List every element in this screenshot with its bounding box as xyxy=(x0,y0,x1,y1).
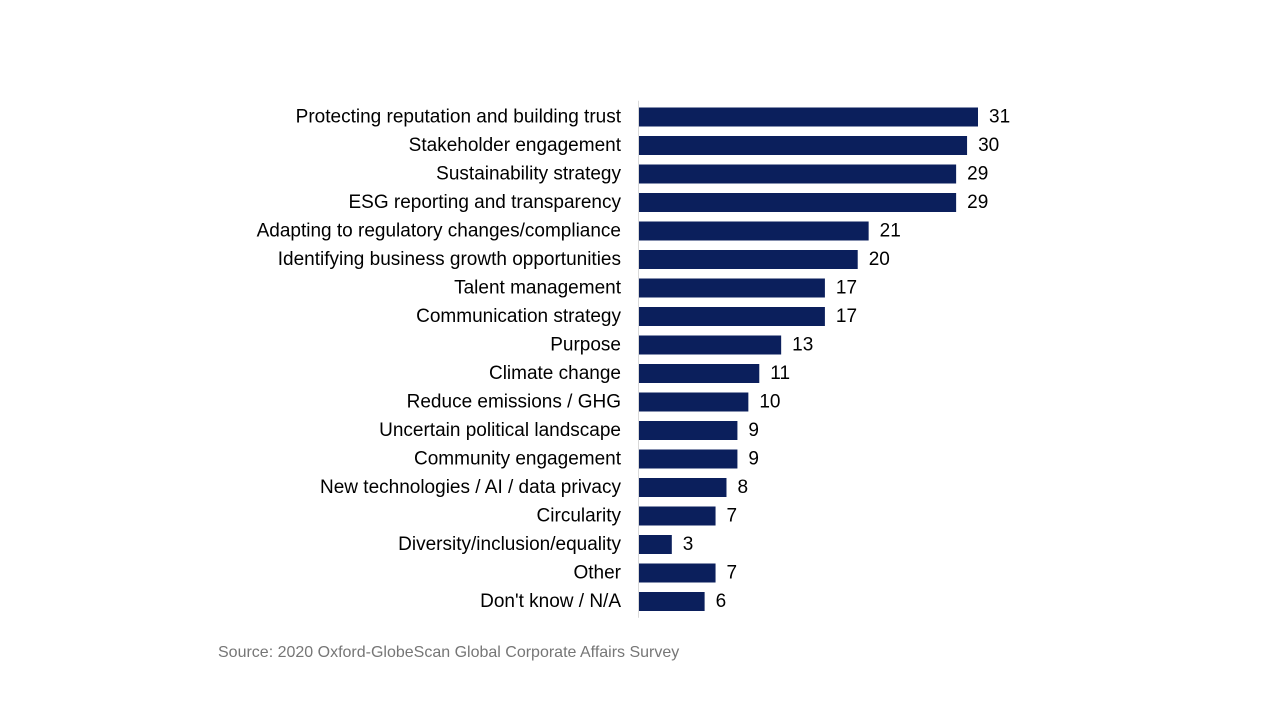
category-label: Protecting reputation and building trust xyxy=(296,107,622,128)
category-label: Stakeholder engagement xyxy=(409,135,622,156)
category-label: Don't know / N/A xyxy=(480,591,621,612)
category-label: Identifying business growth opportunitie… xyxy=(278,249,621,270)
value-label: 11 xyxy=(770,363,790,384)
bar xyxy=(639,193,957,212)
value-label: 6 xyxy=(716,591,727,612)
category-label: Reduce emissions / GHG xyxy=(407,392,621,413)
value-label: 17 xyxy=(836,278,857,299)
value-label: 13 xyxy=(792,335,813,356)
bar xyxy=(639,506,716,526)
bar xyxy=(639,307,825,326)
bar xyxy=(639,592,705,611)
source-note: Source: 2020 Oxford-GlobeScan Global Cor… xyxy=(218,644,680,661)
bar xyxy=(639,535,672,554)
category-label: Purpose xyxy=(550,335,621,356)
category-label: Adapting to regulatory changes/complianc… xyxy=(257,221,621,242)
bars-group xyxy=(639,107,978,611)
bar xyxy=(639,478,727,497)
category-label: Community engagement xyxy=(414,449,622,470)
value-label: 9 xyxy=(748,449,759,470)
bar xyxy=(639,335,782,355)
value-label: 7 xyxy=(727,506,738,527)
category-label: Climate change xyxy=(489,363,621,384)
value-label: 17 xyxy=(836,306,857,327)
value-label: 10 xyxy=(759,392,780,413)
value-label: 9 xyxy=(748,420,759,441)
value-label: 29 xyxy=(967,192,988,213)
category-labels-group: Protecting reputation and building trust… xyxy=(257,107,622,613)
value-label: 8 xyxy=(737,477,748,498)
bar xyxy=(639,221,869,241)
value-label: 31 xyxy=(989,107,1010,128)
value-label: 21 xyxy=(880,221,901,242)
category-label: Talent management xyxy=(454,278,622,299)
bar xyxy=(639,164,957,184)
category-label: Diversity/inclusion/equality xyxy=(398,534,621,555)
category-label: Uncertain political landscape xyxy=(379,420,621,441)
bar xyxy=(639,136,968,155)
value-label: 29 xyxy=(967,164,988,185)
bar xyxy=(639,278,825,298)
value-label: 7 xyxy=(727,563,738,584)
value-label: 20 xyxy=(869,249,890,270)
bar xyxy=(639,250,858,269)
category-label: Other xyxy=(573,563,621,584)
bar xyxy=(639,392,749,412)
bar xyxy=(639,449,738,469)
value-label: 30 xyxy=(978,135,999,156)
category-label: Communication strategy xyxy=(416,306,621,327)
category-label: Sustainability strategy xyxy=(436,164,621,185)
bar xyxy=(639,563,716,583)
category-label: Circularity xyxy=(537,506,622,527)
bar xyxy=(639,421,738,440)
bar xyxy=(639,107,978,127)
value-label: 3 xyxy=(683,534,694,555)
category-label: ESG reporting and transparency xyxy=(349,192,622,213)
category-label: New technologies / AI / data privacy xyxy=(320,477,621,498)
bar xyxy=(639,364,760,383)
